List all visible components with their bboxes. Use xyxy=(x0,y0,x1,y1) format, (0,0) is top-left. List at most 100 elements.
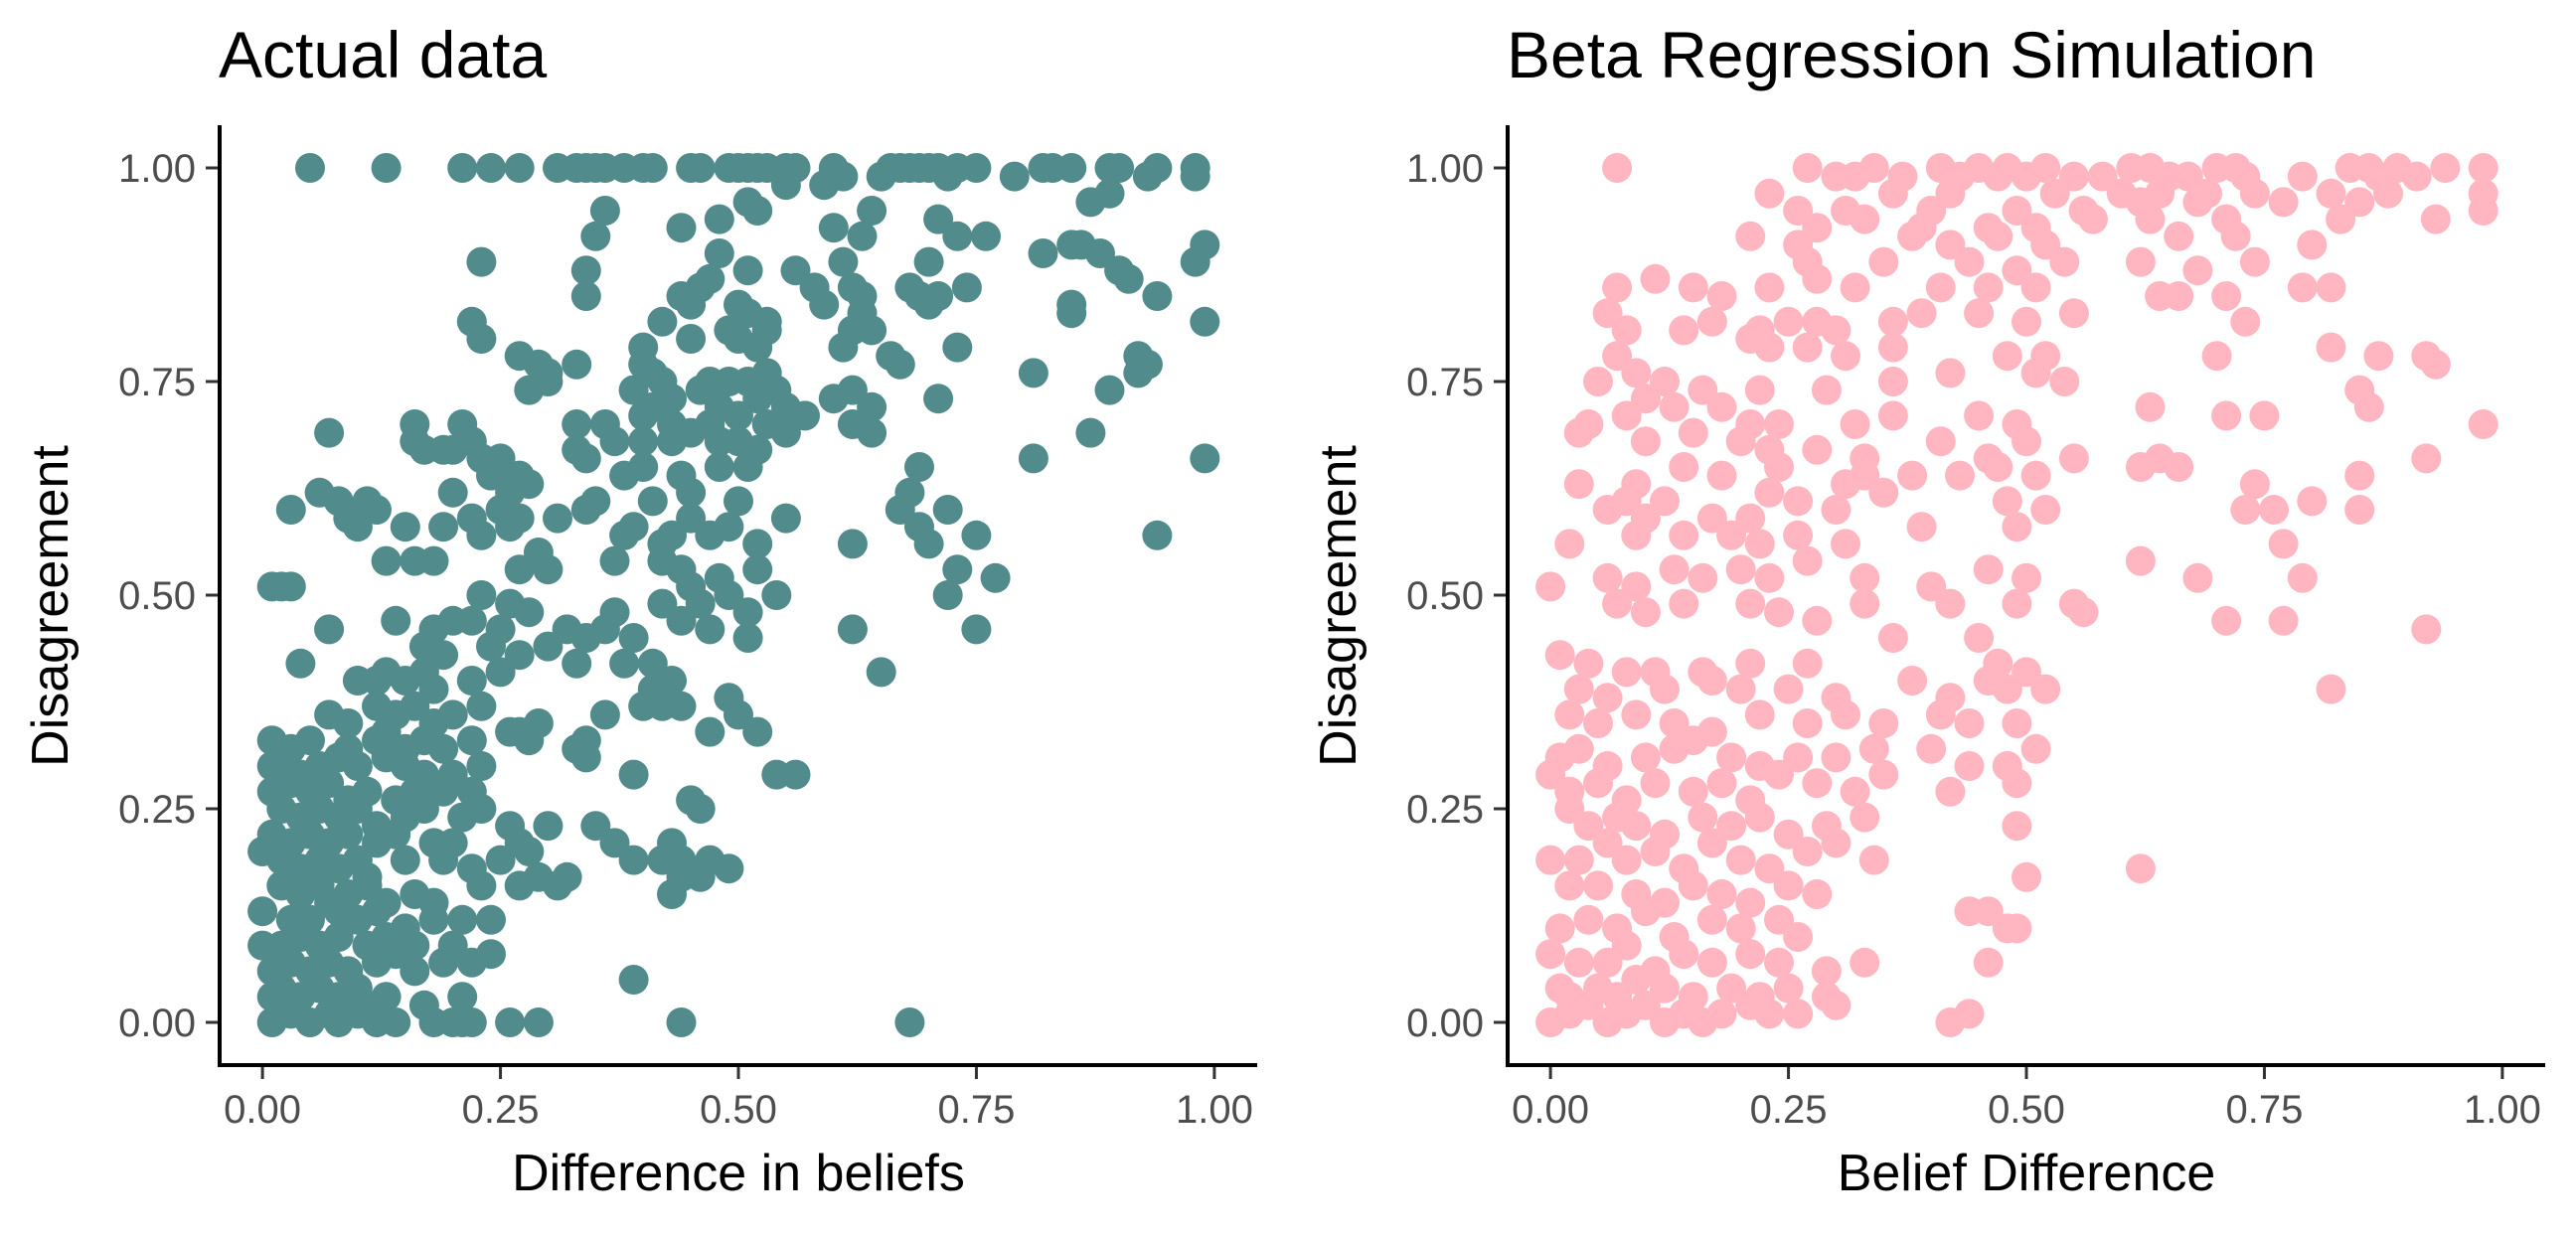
data-point xyxy=(2002,913,2032,944)
data-point xyxy=(1802,434,1833,465)
y-tick-label: 0.00 xyxy=(118,1002,196,1045)
data-point xyxy=(732,623,763,653)
data-point xyxy=(1802,263,1833,294)
data-point xyxy=(1792,332,1823,363)
data-point xyxy=(1935,776,1966,807)
data-point xyxy=(2363,341,2394,372)
data-point xyxy=(1678,725,1708,756)
data-point xyxy=(847,221,878,251)
data-point xyxy=(913,289,944,320)
data-point xyxy=(2002,512,2032,542)
data-point xyxy=(1850,588,1880,619)
data-point xyxy=(466,870,497,901)
data-point xyxy=(1897,666,1928,696)
data-point xyxy=(1621,520,1652,550)
data-point xyxy=(1716,742,1747,773)
y-tick-label: 1.00 xyxy=(118,147,196,191)
data-point xyxy=(685,153,716,183)
data-point xyxy=(1602,341,1633,372)
data-point xyxy=(657,520,687,550)
data-point xyxy=(971,221,1001,251)
data-point xyxy=(628,452,659,482)
data-point xyxy=(809,170,840,201)
data-point xyxy=(1678,417,1708,448)
data-point xyxy=(570,742,601,773)
data-point xyxy=(837,529,868,559)
data-point xyxy=(1783,999,1814,1029)
data-point xyxy=(2125,246,2156,277)
data-point xyxy=(381,605,411,636)
ticks-layer: 0.00 0.25 0.50 0.75 1.00 0.00 0.25 0.50 0.75 1.00 xyxy=(1406,147,2541,1132)
points-layer xyxy=(1535,153,2498,1037)
data-point xyxy=(543,503,572,534)
data-point xyxy=(1018,443,1048,474)
data-point xyxy=(437,699,468,730)
y-tick-label: 0.00 xyxy=(1406,1002,1484,1045)
y-tick-label: 0.75 xyxy=(1406,361,1484,404)
data-point xyxy=(2239,246,2270,277)
data-point xyxy=(1821,828,1852,858)
data-point xyxy=(1821,315,1852,346)
data-point xyxy=(1735,648,1766,679)
data-point xyxy=(476,153,506,183)
data-point xyxy=(1563,845,1594,875)
data-point xyxy=(742,554,773,585)
data-point xyxy=(1535,845,1566,875)
data-point xyxy=(323,922,354,952)
data-point xyxy=(1696,947,1727,978)
data-point xyxy=(1085,238,1115,268)
data-point xyxy=(857,391,887,422)
data-point xyxy=(1535,939,1566,970)
data-point xyxy=(866,657,896,688)
data-point xyxy=(2068,597,2099,628)
data-point xyxy=(2287,161,2318,192)
data-point xyxy=(1592,683,1623,713)
data-point xyxy=(1725,845,1756,875)
data-point xyxy=(1696,306,1727,337)
data-point xyxy=(466,580,497,610)
data-point xyxy=(857,196,887,226)
data-point xyxy=(437,477,468,508)
data-point xyxy=(2049,367,2080,396)
data-point xyxy=(1602,588,1633,619)
data-point xyxy=(1659,708,1690,738)
data-point xyxy=(1735,939,1766,970)
data-point xyxy=(1744,699,1775,730)
data-point xyxy=(1725,554,1756,585)
data-point xyxy=(866,161,896,192)
data-point xyxy=(390,845,420,875)
data-point xyxy=(666,213,697,243)
data-point xyxy=(342,751,373,781)
data-point xyxy=(618,845,649,875)
data-point xyxy=(1621,965,1652,995)
data-point xyxy=(1764,409,1794,439)
data-point xyxy=(1850,460,1880,491)
data-point xyxy=(2002,588,2032,619)
data-point xyxy=(352,870,383,901)
data-point xyxy=(1563,417,1594,448)
data-point xyxy=(1563,733,1594,764)
x-tick-label: 0.75 xyxy=(2226,1088,2304,1132)
data-point xyxy=(552,861,582,892)
data-point xyxy=(1744,375,1775,405)
x-axis-title: Difference in beliefs xyxy=(512,1145,965,1202)
data-point xyxy=(1954,999,1985,1029)
data-point xyxy=(2268,187,2299,218)
data-point xyxy=(885,495,915,525)
data-point xyxy=(1850,947,1880,978)
data-point xyxy=(2344,187,2375,218)
data-point xyxy=(685,794,716,824)
data-point xyxy=(2373,178,2403,209)
data-point xyxy=(1611,400,1642,431)
data-point xyxy=(418,904,449,935)
data-point xyxy=(1706,999,1737,1029)
data-point xyxy=(1725,426,1756,457)
data-point xyxy=(1696,666,1727,696)
data-point xyxy=(1954,751,1985,781)
data-point xyxy=(2002,811,2032,842)
data-point xyxy=(724,699,753,730)
data-point xyxy=(1688,375,1718,405)
data-point xyxy=(1792,837,1823,866)
data-point xyxy=(599,597,630,628)
data-point xyxy=(1973,554,2004,585)
